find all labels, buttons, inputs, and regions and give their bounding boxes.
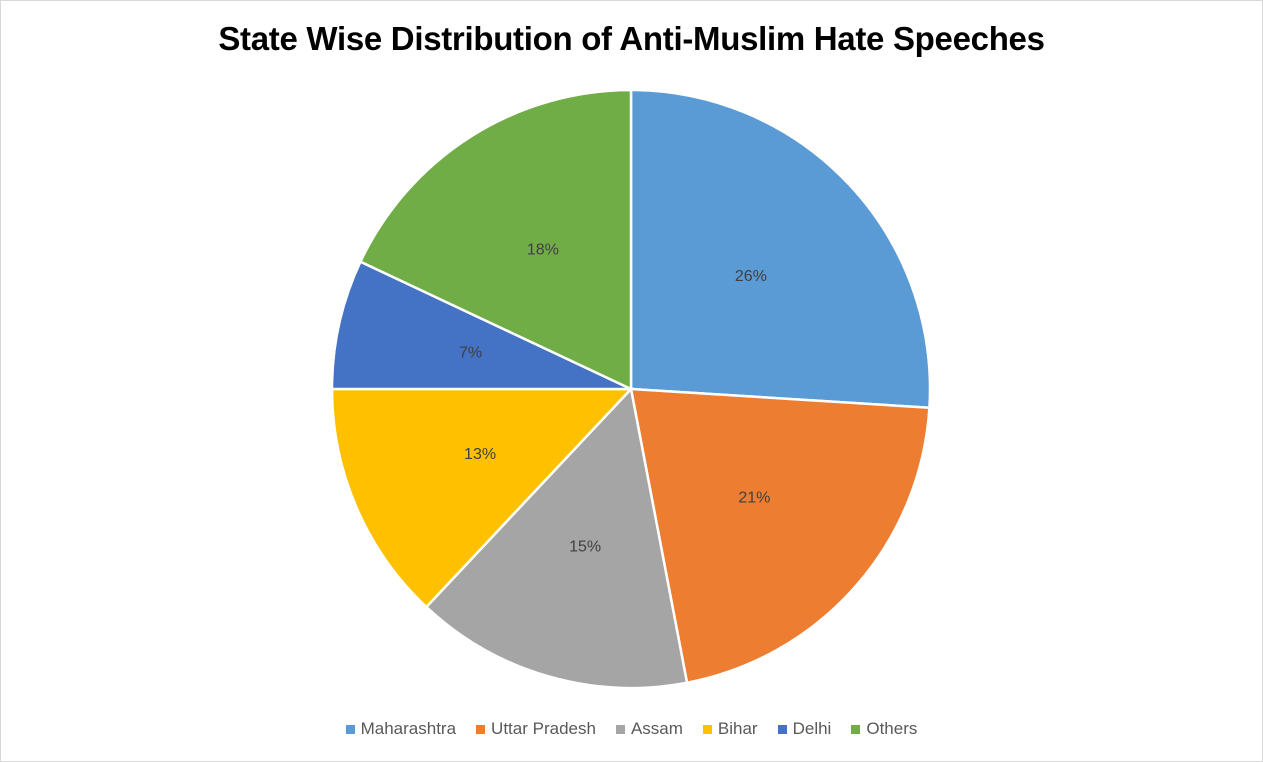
legend-item-bihar: Bihar bbox=[702, 719, 758, 739]
data-label-uttar-pradesh: 21% bbox=[738, 489, 770, 506]
legend-swatch bbox=[345, 724, 355, 734]
legend-label: Maharashtra bbox=[360, 719, 457, 738]
legend-label: Uttar Pradesh bbox=[491, 719, 596, 738]
legend-swatch bbox=[702, 724, 712, 734]
legend: Maharashtra Uttar Pradesh Assam Bihar Delhi O… bbox=[0, 719, 1263, 739]
data-label-assam: 15% bbox=[569, 538, 601, 555]
legend-item-others: Others bbox=[851, 719, 917, 739]
legend-item-uttar-pradesh: Uttar Pradesh bbox=[476, 719, 596, 739]
legend-swatch bbox=[777, 724, 787, 734]
legend-item-maharashtra: Maharashtra bbox=[345, 719, 457, 739]
legend-label: Others bbox=[866, 719, 918, 738]
legend-swatch bbox=[476, 724, 486, 734]
legend-label: Assam bbox=[630, 719, 683, 738]
data-label-delhi: 7% bbox=[459, 345, 482, 362]
pie-labels: 26% 21% 15% 13% 7% 18% bbox=[459, 242, 770, 556]
pie-slices bbox=[330, 88, 932, 690]
pie-slice-bihar bbox=[330, 387, 634, 609]
pie-slice-assam bbox=[424, 386, 689, 690]
data-label-maharashtra: 26% bbox=[735, 268, 767, 285]
pie-slice-maharashtra bbox=[629, 88, 932, 410]
chart-title: State Wise Distribution of Anti-Muslim H… bbox=[218, 20, 1045, 57]
legend-label: Bihar bbox=[717, 719, 758, 738]
legend-label: Delhi bbox=[792, 719, 832, 738]
legend-item-assam: Assam bbox=[615, 719, 683, 739]
pie-slice-delhi bbox=[330, 260, 632, 391]
pie-slice-others bbox=[358, 88, 633, 391]
legend-item-delhi: Delhi bbox=[777, 719, 832, 739]
data-label-bihar: 13% bbox=[464, 446, 496, 463]
pie-slice-uttar-pradesh bbox=[629, 387, 931, 685]
legend-swatch bbox=[615, 724, 625, 734]
data-label-others: 18% bbox=[527, 242, 559, 259]
legend-swatch bbox=[851, 724, 861, 734]
